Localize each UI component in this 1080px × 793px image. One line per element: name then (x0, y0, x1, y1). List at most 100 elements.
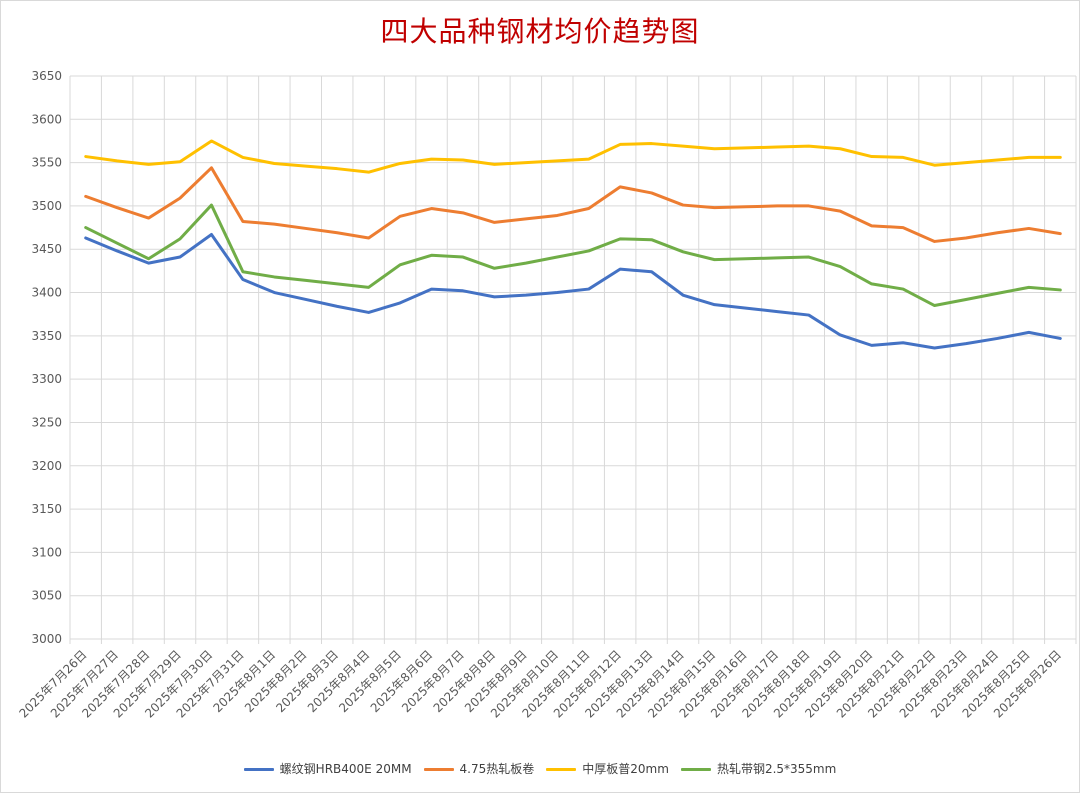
x-axis: 2025年7月26日2025年7月27日2025年7月28日2025年7月29日… (16, 647, 1064, 720)
data-point (839, 147, 842, 150)
data-point (241, 270, 244, 273)
data-point (619, 237, 622, 240)
data-point (210, 139, 213, 142)
y-tick-label: 3450 (31, 242, 62, 256)
data-point (493, 221, 496, 224)
data-point (524, 217, 527, 220)
data-point (996, 337, 999, 340)
data-point (682, 145, 685, 148)
legend-item-3: 热轧带钢2.5*355mm (680, 760, 836, 777)
data-point (902, 341, 905, 344)
data-point (964, 298, 967, 301)
y-tick-label: 3100 (31, 545, 62, 559)
data-point (241, 278, 244, 281)
data-point (996, 159, 999, 162)
data-point (870, 344, 873, 347)
data-point (996, 231, 999, 234)
data-point (179, 197, 182, 200)
data-point (493, 295, 496, 298)
data-point (116, 206, 119, 209)
y-tick-label: 3300 (31, 372, 62, 386)
data-point (461, 159, 464, 162)
data-point (744, 146, 747, 149)
data-point (399, 301, 402, 304)
data-point (807, 314, 810, 317)
data-point (839, 210, 842, 213)
data-point (210, 166, 213, 169)
data-point (336, 167, 339, 170)
data-point (933, 346, 936, 349)
data-point (273, 275, 276, 278)
data-point (587, 207, 590, 210)
data-point (493, 163, 496, 166)
data-point (147, 163, 150, 166)
data-point (147, 262, 150, 265)
data-point (524, 294, 527, 297)
data-point (336, 231, 339, 234)
data-point (367, 236, 370, 239)
data-point (556, 256, 559, 259)
data-point (147, 217, 150, 220)
data-point (682, 250, 685, 253)
y-tick-label: 3200 (31, 459, 62, 473)
data-point (556, 291, 559, 294)
data-point (179, 237, 182, 240)
y-tick-label: 3050 (31, 589, 62, 603)
data-point (210, 233, 213, 236)
data-point (713, 303, 716, 306)
data-point (147, 257, 150, 260)
data-point (587, 158, 590, 161)
data-point (116, 159, 119, 162)
data-point (524, 161, 527, 164)
data-point (776, 310, 779, 313)
data-point (304, 298, 307, 301)
data-point (650, 191, 653, 194)
gridlines (69, 75, 1077, 644)
y-tick-label: 3000 (31, 632, 62, 646)
data-point (1059, 337, 1062, 340)
legend-item-1: 4.75热轧板卷 (423, 760, 535, 777)
data-point (619, 268, 622, 271)
data-point (304, 165, 307, 168)
data-point (273, 223, 276, 226)
legend-item-2: 中厚板普20mm (546, 760, 669, 777)
data-point (713, 258, 716, 261)
data-point (964, 342, 967, 345)
legend-swatch (423, 768, 454, 771)
data-point (524, 262, 527, 265)
data-point (367, 311, 370, 314)
data-point (744, 307, 747, 310)
data-point (870, 224, 873, 227)
data-point (304, 227, 307, 230)
data-point (84, 226, 87, 229)
data-point (1027, 331, 1030, 334)
data-point (1059, 288, 1062, 291)
series-line-1 (84, 166, 1062, 243)
data-point (430, 254, 433, 257)
legend-swatch (680, 768, 711, 771)
data-point (1027, 286, 1030, 289)
data-point (430, 158, 433, 161)
data-point (367, 286, 370, 289)
data-point (461, 289, 464, 292)
chart-title: 四大品种钢材均价趋势图 (380, 15, 700, 48)
y-tick-label: 3650 (31, 69, 62, 83)
y-tick-label: 3250 (31, 415, 62, 429)
legend-item-0: 螺纹钢HRB400E 20MM (243, 760, 412, 777)
data-point (744, 257, 747, 260)
data-point (870, 155, 873, 158)
data-point (619, 143, 622, 146)
data-point (1027, 156, 1030, 159)
legend-label: 螺纹钢HRB400E 20MM (279, 762, 412, 776)
data-point (587, 249, 590, 252)
data-point (933, 240, 936, 243)
legend-label: 中厚板普20mm (582, 762, 669, 776)
data-point (116, 242, 119, 245)
legend-label: 4.75热轧板卷 (459, 762, 535, 776)
data-point (367, 171, 370, 174)
legend-swatch (243, 768, 274, 771)
data-point (430, 288, 433, 291)
data-point (619, 185, 622, 188)
y-tick-label: 3350 (31, 329, 62, 343)
